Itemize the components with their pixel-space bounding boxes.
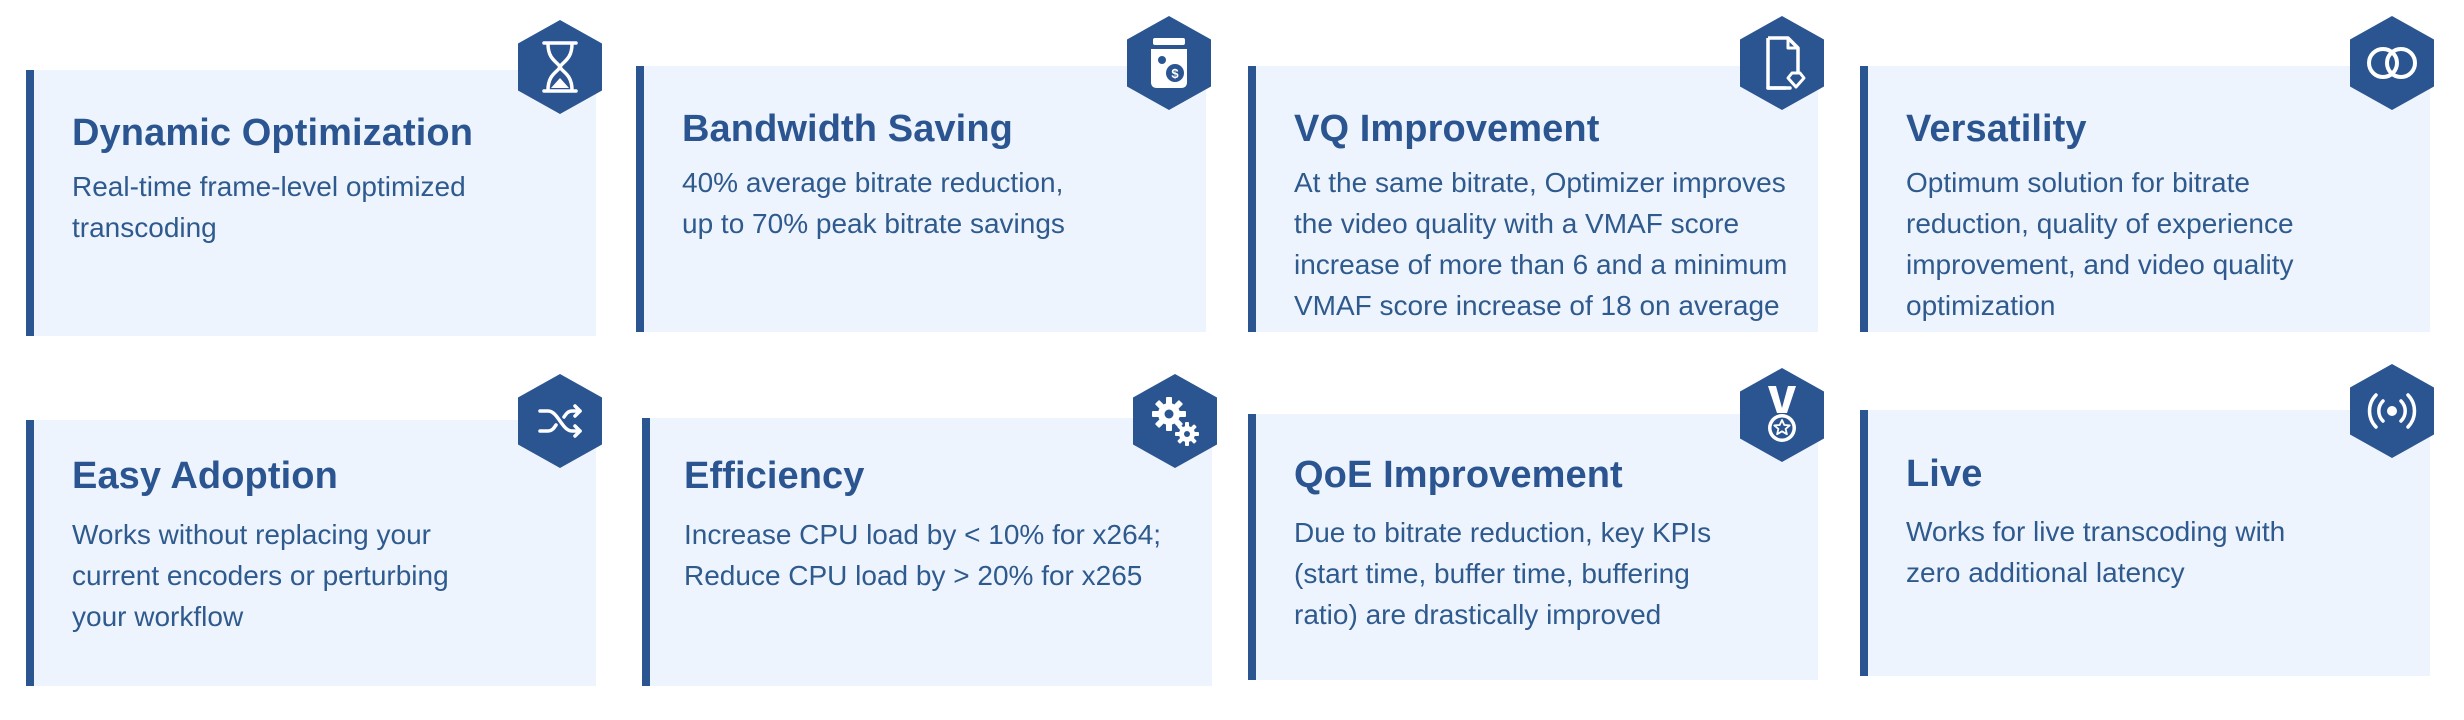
card-title: VQ Improvement	[1294, 108, 1600, 150]
feature-card-versatility: Versatility Optimum solution for bitrate…	[1860, 66, 2430, 332]
card-description: Works for live transcoding with zero addi…	[1906, 516, 2286, 588]
feature-card-qoe-improvement: QoE Improvement Due to bitrate reduction…	[1248, 414, 1818, 680]
feature-card-easy-adoption: Easy Adoption Works without replacing yo…	[26, 420, 596, 686]
card-description: Due to bitrate reduction, key KPIs (start…	[1294, 517, 1712, 630]
card-title: Dynamic Optimization	[72, 112, 474, 154]
shuffle-icon	[518, 374, 602, 468]
gears-icon	[1133, 374, 1217, 468]
svg-text:$: $	[1171, 66, 1179, 81]
feature-card-efficiency: Efficiency Increase CPU load by < 10% fo…	[642, 418, 1212, 686]
feature-card-bandwidth-saving: Bandwidth Saving 40% average bitrate red…	[636, 66, 1206, 332]
money-jar-icon: $	[1127, 16, 1211, 110]
card-title: QoE Improvement	[1294, 454, 1623, 496]
feature-card-live: Live Works for live transcoding with zero…	[1860, 410, 2430, 676]
hourglass-icon	[518, 20, 602, 114]
document-diamond-icon	[1740, 16, 1824, 110]
card-title: Versatility	[1906, 108, 2087, 150]
card-description: Works without replacing your current enco…	[72, 519, 449, 632]
medal-icon	[1740, 368, 1824, 462]
feature-card-vq-improvement: VQ Improvement At the same bitrate, Opti…	[1248, 66, 1818, 332]
card-description: 40% average bitrate reduction, up to 70% …	[682, 167, 1065, 239]
card-title: Efficiency	[684, 455, 865, 497]
card-description: At the same bitrate, Optimizer improves t…	[1294, 167, 1788, 321]
card-description: Increase CPU load by < 10% for x264; Redu…	[684, 519, 1162, 591]
card-description: Real-time frame-level optimized transcodi…	[72, 171, 466, 243]
card-title: Live	[1906, 453, 1983, 495]
feature-card-dynamic-optimization: Dynamic Optimization Real-time frame-lev…	[26, 70, 596, 336]
card-title: Bandwidth Saving	[682, 108, 1013, 150]
broadcast-icon	[2350, 364, 2434, 458]
interlocking-rings-icon	[2350, 16, 2434, 110]
card-description: Optimum solution for bitrate reduction, q…	[1906, 167, 2294, 321]
card-title: Easy Adoption	[72, 455, 338, 497]
